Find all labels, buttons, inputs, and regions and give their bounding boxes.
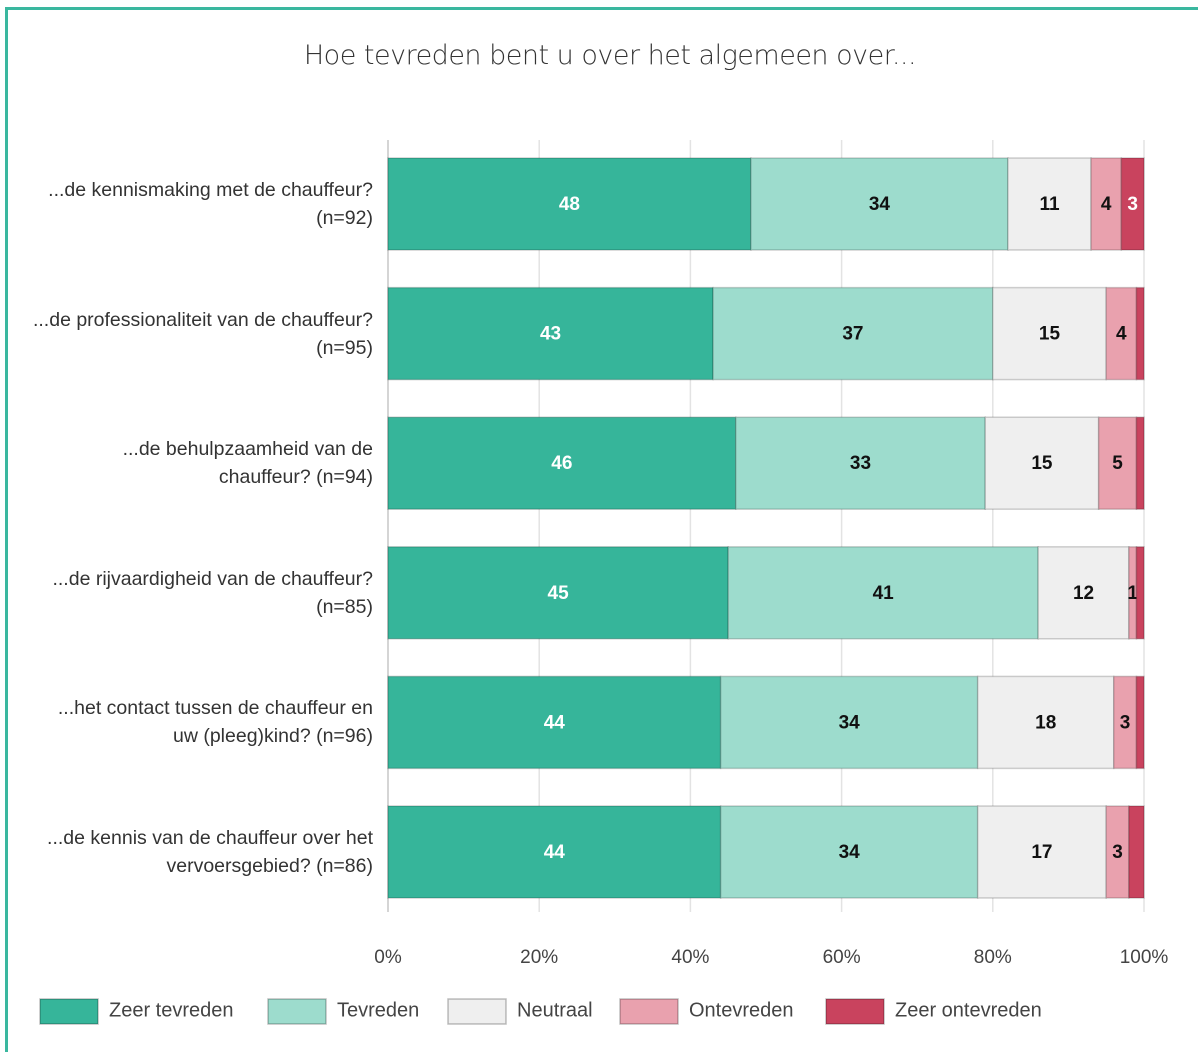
data-label: 17 [1031,842,1052,863]
bar-segment [1120,157,1145,251]
data-label: 33 [850,453,871,474]
data-label: 4 [1101,194,1112,215]
bar-segment [976,805,1107,899]
data-label: 41 [873,583,895,604]
bar-segment [719,675,979,770]
bar-segment [387,675,722,770]
legend-label: Neutraal [517,999,593,1021]
data-label: 18 [1035,712,1056,733]
bar-segment [1135,286,1145,381]
x-tick-label: 0% [374,947,402,968]
category-label: ...de rijvaardigheid van de chauffeur? (… [52,567,373,618]
x-tick-label: 60% [823,947,861,968]
category-label: ...de behulpzaamheid van de chauffeur? (… [122,438,373,489]
x-tick-label: 40% [671,947,709,968]
data-label: 11 [1039,194,1060,215]
x-tick-label: 80% [974,947,1012,968]
bar-segment [984,416,1100,510]
data-label: 3 [1112,842,1123,863]
bar-segment [719,805,979,899]
bar-segment [1090,157,1123,251]
legend-label: Zeer tevreden [109,999,234,1021]
data-label: 5 [1112,453,1123,474]
data-label: 4 [1116,324,1127,345]
legend-label: Tevreden [337,999,419,1021]
bar-segment [387,546,729,640]
bar-segment [992,286,1107,381]
data-label: 45 [548,583,570,604]
bar-segment [387,286,714,381]
data-label: 37 [842,324,863,345]
chart-title: Hoe tevreden bent u over het algemeen ov… [303,40,917,71]
data-label: 15 [1031,453,1053,474]
legend-label: Zeer ontevreden [895,999,1042,1021]
category-label: ...de kennis van de chauffeur over het v… [47,827,373,877]
legend-swatch [447,998,507,1025]
data-label: 44 [544,712,566,733]
data-label: 34 [839,842,861,863]
bar-segment [1135,416,1145,510]
category-label: ...het contact tussen de chauffeur en uw… [57,697,373,748]
bar-segment [1135,675,1145,770]
legend-swatch [825,998,885,1025]
bar-segment [387,416,737,510]
data-label: 43 [540,324,561,345]
bar-segment [1135,546,1145,640]
x-tick-label: 20% [520,947,558,968]
data-label: 48 [559,194,580,215]
bar-segment [1128,805,1145,899]
data-label: 46 [551,453,572,474]
data-label: 3 [1120,712,1131,733]
legend-label: Ontevreden [689,999,794,1021]
data-label: 34 [869,194,891,215]
category-label: ...de kennismaking met de chauffeur? (n=… [48,179,373,229]
data-label: 34 [839,712,861,733]
bar-segment [387,805,722,899]
data-label: 12 [1073,583,1094,604]
x-tick-label: 100% [1120,947,1169,968]
data-label: 44 [544,842,566,863]
legend-swatch [267,998,327,1025]
bar-segment [727,546,1039,640]
data-label: 3 [1127,194,1138,215]
bar-segment [976,675,1115,770]
bar-segment [387,157,752,251]
bar-segment [1037,546,1130,640]
data-label: 1 [1127,583,1138,604]
legend-swatch [619,998,679,1025]
data-label: 15 [1039,324,1061,345]
category-label: ...de professionaliteit van de chauffeur… [32,308,373,359]
legend-swatch [39,998,99,1025]
bar-segment [750,157,1009,251]
frame-border [5,7,1198,1052]
